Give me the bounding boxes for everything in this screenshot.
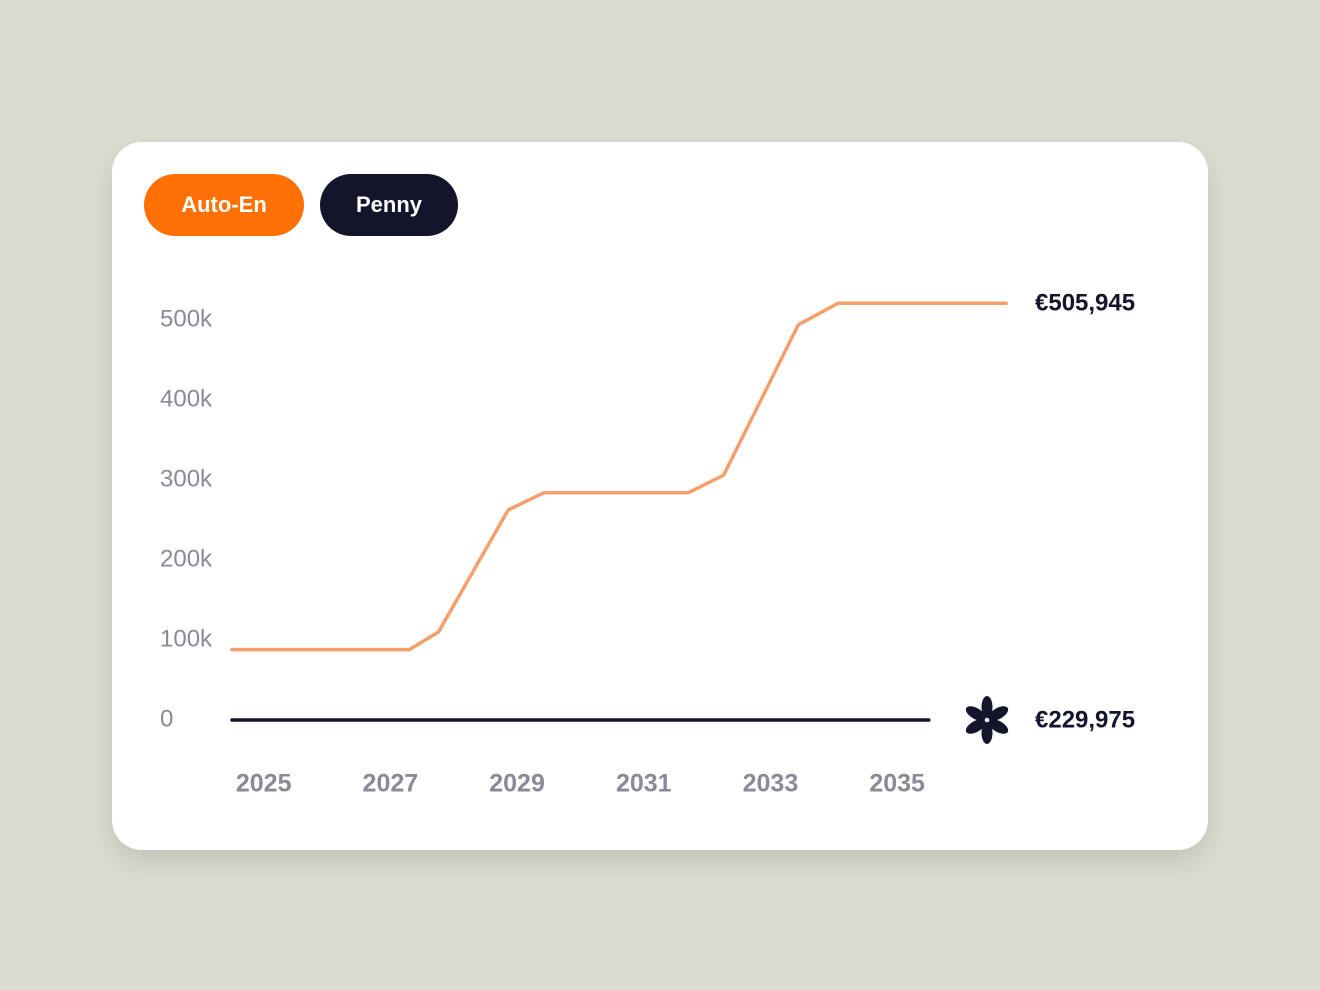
y-tick-label: 400k — [160, 385, 213, 412]
x-tick-label: 2033 — [743, 770, 799, 798]
legend-label[interactable]: Auto-En — [181, 192, 267, 217]
y-tick-label: 300k — [160, 465, 213, 492]
end-label: €229,975 — [1035, 706, 1135, 733]
series-line — [230, 301, 1008, 652]
asterisk-icon — [965, 696, 1009, 744]
x-tick-label: 2035 — [869, 770, 925, 798]
legend-label[interactable]: Penny — [356, 192, 423, 217]
chart-card — [112, 142, 1208, 850]
legend-button[interactable] — [144, 174, 304, 236]
y-tick-label: 500k — [160, 305, 213, 332]
x-tick-label: 2027 — [363, 770, 419, 798]
legend-button[interactable] — [320, 174, 458, 236]
y-tick-label: 100k — [160, 625, 213, 652]
y-tick-label: 0 — [160, 705, 173, 732]
end-label: €505,945 — [1035, 290, 1135, 317]
x-tick-label: 2029 — [489, 770, 545, 798]
y-tick-label: 200k — [160, 545, 213, 572]
x-tick-label: 2025 — [236, 770, 292, 798]
x-tick-label: 2031 — [616, 770, 672, 798]
